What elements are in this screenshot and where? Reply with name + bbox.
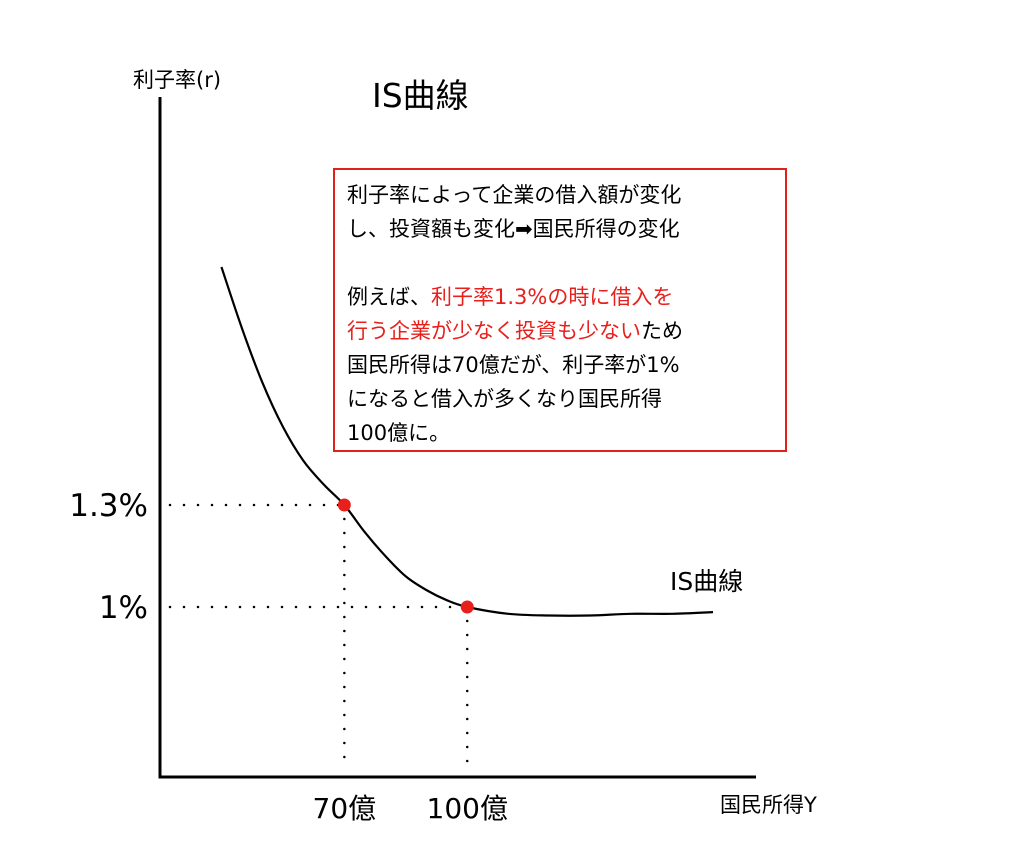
y-axis-label: 利子率(r) <box>133 68 221 92</box>
annotation-text: 利子率によって企業の借入額が変化 <box>347 183 682 207</box>
series-layer <box>220 266 714 617</box>
annotation-blank-line <box>347 246 775 280</box>
annotation-text: し、投資額も変化➡国民所得の変化 <box>347 217 680 241</box>
x-axis-label: 国民所得Y <box>720 793 817 817</box>
annotation-box: 利子率によって企業の借入額が変化 し、投資額も変化➡国民所得の変化 例えば、利子率1… <box>333 168 787 452</box>
tick-labels: 1.3% 1% 70億 100億 <box>69 488 508 825</box>
highlight-point-1 <box>460 600 474 614</box>
annotation-text: 例えば、 <box>347 285 431 309</box>
highlight-point-0 <box>337 498 351 512</box>
guide-lines <box>168 503 469 769</box>
chart-title: IS曲線 <box>372 76 469 115</box>
annotation-line: 例えば、利子率1.3%の時に借入を <box>347 280 775 314</box>
annotation-line: 利子率によって企業の借入額が変化 <box>347 178 775 212</box>
annotation-highlight-text: 行う企業が少なく投資も少ない <box>347 319 641 343</box>
annotation-text: 100億に。 <box>347 421 451 445</box>
y-tick-label: 1.3% <box>69 488 148 524</box>
annotation-line: になると借入が多くなり国民所得 <box>347 382 775 416</box>
annotation-line: し、投資額も変化➡国民所得の変化 <box>347 212 775 246</box>
is-curve-line <box>220 266 714 617</box>
series-label: IS曲線 <box>670 567 743 596</box>
annotation-text: 国民所得は70億だが、利子率が1% <box>347 353 680 377</box>
x-tick-label: 70億 <box>313 792 377 825</box>
y-tick-label: 1% <box>99 590 148 626</box>
highlight-points <box>337 498 474 614</box>
axes <box>158 97 756 779</box>
annotation-text: ため <box>641 319 683 343</box>
annotation-line: 行う企業が少なく投資も少ないため <box>347 314 775 348</box>
annotation-line: 国民所得は70億だが、利子率が1% <box>347 348 775 382</box>
annotation-text: になると借入が多くなり国民所得 <box>347 387 662 411</box>
annotation-line: 100億に。 <box>347 416 775 450</box>
x-tick-label: 100億 <box>427 792 508 825</box>
annotation-highlight-text: 利子率1.3%の時に借入を <box>431 285 674 309</box>
